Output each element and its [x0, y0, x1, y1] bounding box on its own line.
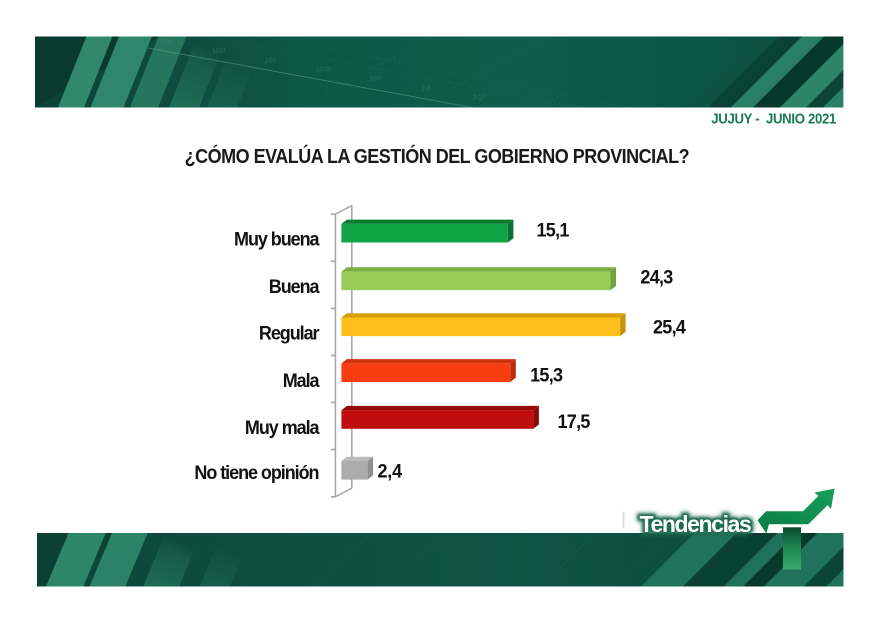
svg-text:15,1: 15,1 — [537, 219, 569, 241]
svg-text:Ago: Ago — [472, 91, 488, 103]
svg-text:Tendencias: Tendencias — [640, 511, 751, 537]
svg-text:JUJUY - JUNIO 2021: JUJUY - JUNIO 2021 — [711, 111, 836, 127]
svg-text:15,3: 15,3 — [530, 364, 562, 386]
svg-text:Jul: Jul — [420, 83, 432, 94]
svg-text:Buena: Buena — [269, 275, 320, 297]
svg-text:Muy mala: Muy mala — [245, 416, 320, 438]
svg-text:Abr: Abr — [264, 54, 278, 65]
svg-text:No tiene opinión: No tiene opinión — [194, 461, 319, 483]
svg-text:Tendencias: Tendencias — [640, 511, 751, 537]
svg-text:2,4: 2,4 — [378, 460, 403, 482]
svg-text:24,3: 24,3 — [640, 266, 672, 288]
svg-text:¿CÓMO EVALÚA LA GESTIÓN DEL GO: ¿CÓMO EVALÚA LA GESTIÓN DEL GOBIERNO PRO… — [185, 143, 689, 169]
svg-text:Mala: Mala — [283, 369, 320, 391]
svg-text:17,5: 17,5 — [558, 410, 590, 432]
svg-text:Regular: Regular — [259, 322, 320, 344]
svg-text:Jun: Jun — [368, 73, 382, 84]
svg-text:Feb: Feb — [160, 35, 176, 47]
svg-text:Tendencias: Tendencias — [640, 511, 751, 537]
svg-text:Mar: Mar — [212, 45, 228, 57]
svg-text:May: May — [316, 63, 333, 75]
svg-text:Muy buena: Muy buena — [234, 228, 320, 250]
svg-text:25,4: 25,4 — [653, 316, 686, 338]
